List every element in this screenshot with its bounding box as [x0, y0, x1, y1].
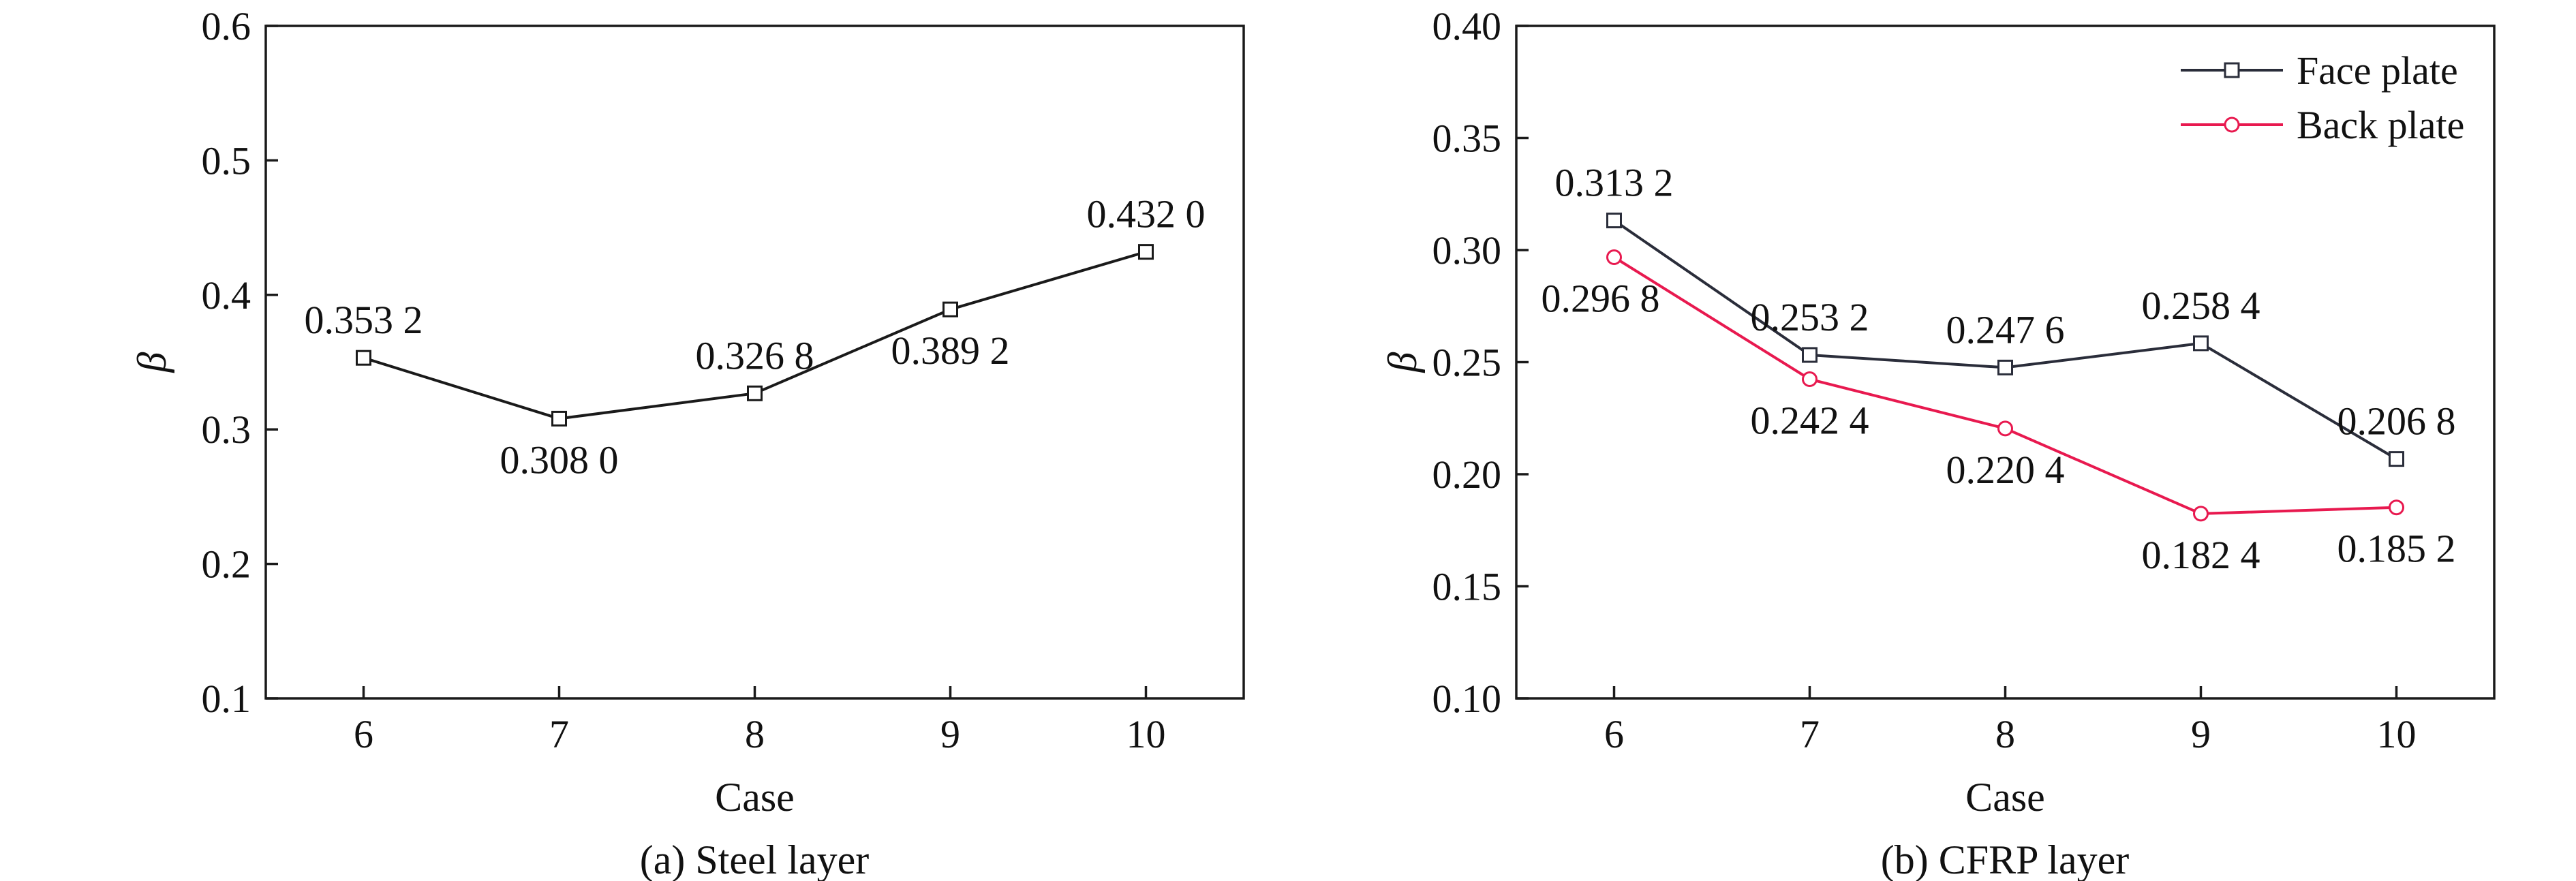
y-axis-title: β: [1380, 352, 1425, 373]
data-point: [1802, 371, 1818, 388]
data-point: [1997, 359, 2013, 375]
x-tick-label: 6: [1604, 712, 1624, 756]
x-tick-label: 10: [2377, 712, 2417, 756]
data-point: [2389, 499, 2404, 516]
x-tick-label: 10: [1126, 712, 1166, 756]
data-point: [747, 385, 763, 401]
data-point: [2193, 335, 2209, 352]
y-tick-label: 0.3: [202, 407, 251, 452]
data-label: 0.313 2: [1555, 161, 1674, 205]
data-point: [2389, 451, 2404, 467]
data-label: 0.258 4: [2142, 283, 2260, 328]
y-tick-label: 0.5: [202, 138, 251, 183]
panel-caption: (b) CFRP layer: [1881, 837, 2129, 881]
y-tick-label: 0.2: [202, 542, 251, 587]
x-tick-label: 7: [549, 712, 569, 756]
data-label: 0.296 8: [1542, 277, 1660, 321]
legend-label: Back plate: [2297, 103, 2464, 147]
data-label: 0.182 4: [2142, 533, 2260, 577]
y-tick-label: 0.20: [1432, 452, 1502, 497]
data-point: [1138, 244, 1154, 260]
y-tick-label: 0.25: [1432, 341, 1502, 385]
x-tick-label: 6: [354, 712, 373, 756]
y-tick-label: 0.35: [1432, 117, 1502, 161]
legend-marker: [2224, 117, 2240, 133]
data-label: 0.353 2: [305, 298, 423, 342]
x-axis-title: Case: [715, 775, 795, 820]
y-tick-label: 0.6: [202, 4, 251, 48]
data-point: [1606, 213, 1622, 229]
data-label: 0.326 8: [696, 333, 814, 377]
data-label: 0.432 0: [1087, 192, 1206, 236]
y-tick-label: 0.15: [1432, 565, 1502, 609]
panel-caption: (a) Steel layer: [640, 837, 869, 881]
data-label: 0.253 2: [1751, 295, 1869, 339]
x-tick-label: 7: [1800, 712, 1820, 756]
data-point: [2193, 506, 2209, 522]
x-tick-label: 9: [940, 712, 960, 756]
x-tick-label: 8: [745, 712, 765, 756]
data-point: [1997, 420, 2013, 437]
x-axis-title: Case: [1965, 775, 2045, 820]
y-tick-label: 0.30: [1432, 228, 1502, 273]
data-label: 0.220 4: [1946, 448, 2065, 492]
x-tick-label: 8: [1995, 712, 2015, 756]
data-label: 0.242 4: [1751, 399, 1869, 443]
y-tick-label: 0.40: [1432, 4, 1502, 48]
y-tick-label: 0.4: [202, 273, 251, 318]
data-point: [356, 350, 371, 366]
y-tick-label: 0.1: [202, 677, 251, 721]
data-point: [1606, 249, 1622, 266]
data-label: 0.308 0: [500, 437, 619, 482]
y-axis-title: β: [129, 352, 174, 373]
y-tick-label: 0.10: [1432, 677, 1502, 721]
x-tick-label: 9: [2191, 712, 2211, 756]
data-point: [942, 301, 958, 318]
cfrp-layer-chart: 0.10 0.15 0.20 0.25 0.30 0.35 0.40 6 7 8 9 10 Case β (…: [1380, 4, 2496, 881]
steel-layer-chart: 0.1 0.2 0.3 0.4 0.5 0.6 6 7 8 9 10 Case β (a) Steel l…: [129, 4, 1245, 881]
data-label: 0.247 6: [1946, 307, 2065, 352]
data-label: 0.206 8: [2337, 399, 2456, 444]
legend-label: Face plate: [2297, 48, 2458, 93]
data-point: [551, 410, 567, 427]
data-point: [1802, 347, 1818, 363]
data-label: 0.185 2: [2337, 527, 2456, 571]
legend-marker: [2224, 62, 2240, 78]
data-label: 0.389 2: [891, 328, 1010, 373]
